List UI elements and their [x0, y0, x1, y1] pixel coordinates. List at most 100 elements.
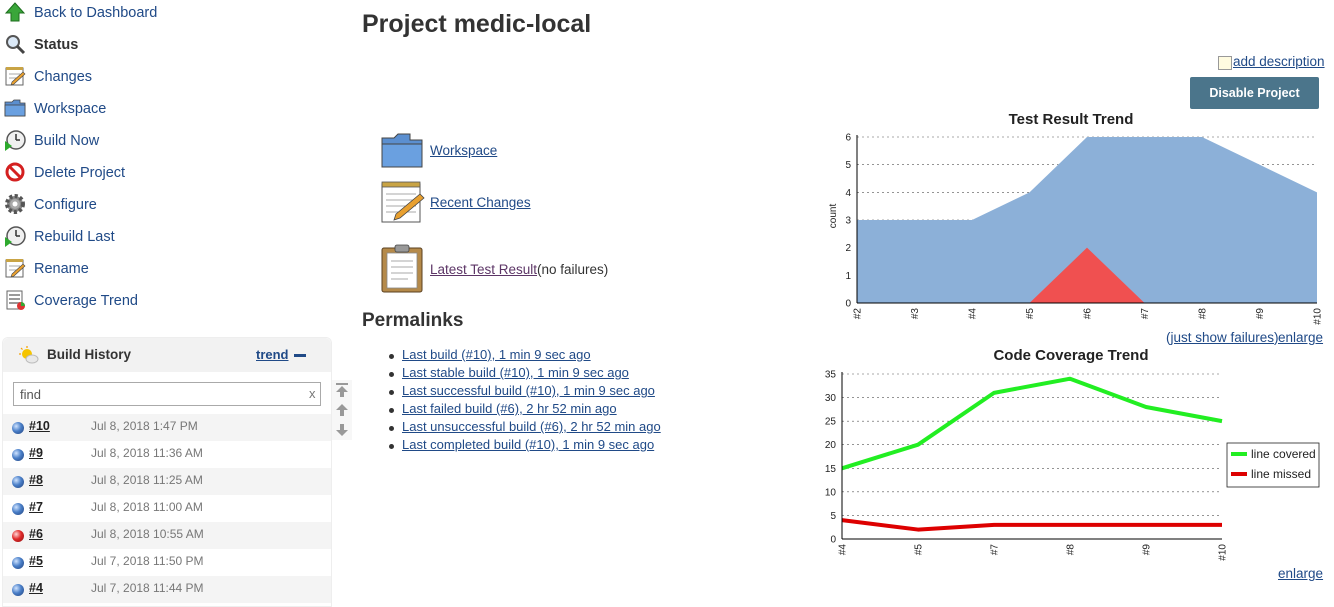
enlarge-test-trend-link[interactable]: enlarge — [1278, 330, 1324, 345]
clock-play-icon — [4, 225, 28, 249]
test-result-trend-chart[interactable]: Test Result Trend count 0 1 2 3 4 5 6 #2 #3 #4 #5 #… — [820, 108, 1325, 328]
sidebar-item-configure[interactable]: Configure — [4, 191, 97, 219]
build-number-link[interactable]: #4 — [29, 581, 43, 595]
latest-test-result-link[interactable]: Latest Test Result — [430, 262, 538, 277]
page-title: Project medic-local — [362, 10, 592, 38]
sidebar-item-label: Coverage Trend — [34, 293, 138, 309]
build-history-header: Build History trend — [3, 338, 331, 372]
sidebar-item-status[interactable]: Status — [4, 31, 78, 59]
x-tick-label: #9 — [1255, 308, 1266, 320]
folder-icon — [4, 97, 28, 121]
y-tick-label: 0 — [830, 535, 836, 546]
build-number-link[interactable]: #9 — [29, 446, 43, 460]
sidebar-item-build-now[interactable]: Build Now — [4, 127, 99, 155]
pass-area — [857, 137, 1317, 303]
sidebar-item-label: Build Now — [34, 133, 100, 149]
y-tick-label: 2 — [845, 243, 851, 254]
add-description-link[interactable]: add description — [1233, 54, 1325, 69]
y-tick-label: 20 — [825, 440, 837, 451]
sidebar-item-delete-project[interactable]: Delete Project — [4, 159, 125, 187]
sidebar-item-label: Configure — [34, 197, 97, 213]
build-date: Jul 8, 2018 11:25 AM — [91, 473, 203, 487]
x-tick-label: #7 — [990, 544, 1001, 556]
y-tick-label: 0 — [845, 299, 851, 310]
permalink-item: Last successful build (#10), 1 min 9 sec… — [386, 383, 661, 401]
sidebar-item-label: Delete Project — [34, 165, 126, 181]
collapse-icon[interactable] — [294, 354, 306, 357]
permalink-link[interactable]: Last completed build (#10), 1 min 9 sec … — [402, 437, 655, 452]
workspace-link[interactable]: Workspace — [430, 143, 498, 158]
build-row: #10 Jul 8, 2018 1:47 PM — [3, 414, 331, 441]
search-icon — [4, 33, 28, 57]
success-status-icon — [12, 422, 24, 434]
paren-open: ( — [1166, 330, 1171, 345]
permalink-item: Last stable build (#10), 1 min 9 sec ago — [386, 365, 661, 383]
coverage-report-icon — [4, 289, 28, 313]
notepad-icon — [4, 257, 28, 281]
build-row: #8 Jul 8, 2018 11:25 AM — [3, 468, 331, 495]
no-entry-icon — [4, 161, 28, 185]
code-coverage-trend-chart[interactable]: Code Coverage Trend 0 5 10 15 20 25 30 35 #4 #5 #7… — [815, 344, 1325, 564]
build-date: Jul 7, 2018 11:44 PM — [91, 581, 204, 595]
sidebar-item-changes[interactable]: Changes — [4, 63, 92, 91]
build-search-input[interactable] — [13, 382, 321, 406]
sidebar-item-rebuild-last[interactable]: Rebuild Last — [4, 223, 115, 251]
build-number-link[interactable]: #6 — [29, 527, 43, 541]
build-number-link[interactable]: #8 — [29, 473, 43, 487]
x-tick-label: #9 — [1142, 544, 1153, 556]
page-up-icon[interactable] — [336, 403, 348, 417]
legend-box — [1226, 442, 1320, 488]
build-number-link[interactable]: #7 — [29, 500, 43, 514]
legend-label: line missed — [1251, 467, 1311, 481]
just-show-failures-link[interactable]: just show failures — [1170, 330, 1275, 345]
edit-description-icon[interactable] — [1218, 56, 1232, 70]
legend-label: line covered — [1251, 447, 1316, 461]
series-line-line-covered — [841, 376, 1223, 471]
y-tick-label: 3 — [845, 216, 851, 227]
sidebar-item-label: Rebuild Last — [34, 229, 115, 245]
permalink-link[interactable]: Last stable build (#10), 1 min 9 sec ago — [402, 365, 629, 380]
page-first-icon[interactable] — [336, 383, 348, 397]
sidebar-item-label: Changes — [34, 69, 93, 85]
disable-project-button[interactable]: Disable Project — [1190, 77, 1319, 109]
build-number-link[interactable]: #5 — [29, 554, 43, 568]
build-row: #9 Jul 8, 2018 11:36 AM — [3, 441, 331, 468]
sidebar-item-workspace[interactable]: Workspace — [4, 95, 106, 123]
permalink-item: Last build (#10), 1 min 9 sec ago — [386, 347, 661, 365]
series-line-line-missed — [841, 518, 1222, 532]
sidebar-item-rename[interactable]: Rename — [4, 255, 89, 283]
permalink-link[interactable]: Last failed build (#6), 2 hr 52 min ago — [402, 401, 617, 416]
clipboard-icon — [381, 244, 423, 293]
permalink-link[interactable]: Last build (#10), 1 min 9 sec ago — [402, 347, 591, 362]
y-tick-label: 15 — [825, 464, 837, 475]
weather-sunny-cloud-icon — [19, 346, 39, 364]
success-status-icon — [12, 449, 24, 461]
sidebar-item-label: Status — [34, 37, 79, 53]
permalink-link[interactable]: Last successful build (#10), 1 min 9 sec… — [402, 383, 655, 398]
build-date: Jul 8, 2018 11:00 AM — [91, 500, 203, 514]
code-coverage-trend-title: Code Coverage Trend — [993, 347, 1148, 364]
recent-changes-link[interactable]: Recent Changes — [430, 195, 531, 210]
x-tick-label: #3 — [910, 308, 921, 320]
page-down-icon[interactable] — [336, 423, 348, 437]
build-history-trend-link[interactable]: trend — [256, 347, 289, 362]
build-history-panel: Build History trend x #10 Jul 8, 2018 1:4… — [2, 337, 332, 607]
build-history-pager — [332, 380, 352, 440]
build-row: #5 Jul 7, 2018 11:50 PM — [3, 549, 331, 576]
x-tick-label: #4 — [838, 544, 849, 556]
build-row: #7 Jul 8, 2018 11:00 AM — [3, 495, 331, 522]
up-arrow-icon — [4, 1, 28, 25]
build-number-link[interactable]: #10 — [29, 419, 50, 433]
folder-icon — [381, 133, 423, 168]
y-tick-label: 6 — [845, 133, 851, 144]
test-result-trend-ylabel: count — [828, 204, 839, 229]
sidebar-item-coverage-trend[interactable]: Coverage Trend — [4, 287, 138, 315]
clear-search-icon[interactable]: x — [309, 386, 316, 401]
enlarge-coverage-trend-link[interactable]: enlarge — [1278, 566, 1324, 581]
sidebar-item-back-to-dashboard[interactable]: Back to Dashboard — [4, 0, 157, 27]
y-tick-label: 10 — [825, 487, 837, 498]
sidebar-item-label: Back to Dashboard — [34, 5, 158, 21]
permalink-link[interactable]: Last unsuccessful build (#6), 2 hr 52 mi… — [402, 419, 661, 434]
build-date: Jul 8, 2018 10:55 AM — [91, 527, 204, 541]
permalink-item: Last unsuccessful build (#6), 2 hr 52 mi… — [386, 419, 661, 437]
